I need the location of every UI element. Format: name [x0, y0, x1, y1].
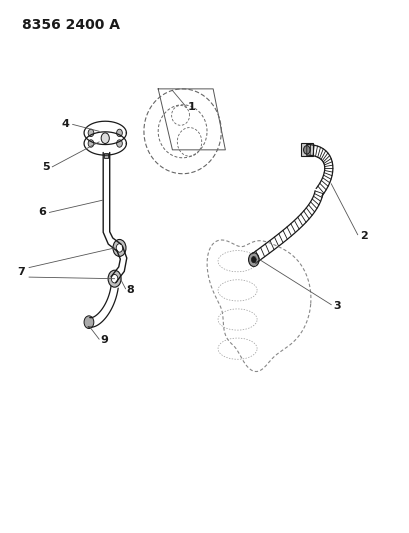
Circle shape [84, 316, 94, 328]
Text: 2: 2 [359, 231, 366, 241]
Text: 7: 7 [17, 267, 25, 277]
Circle shape [113, 239, 126, 256]
Text: 3: 3 [333, 301, 340, 311]
Circle shape [108, 270, 121, 287]
Circle shape [248, 253, 258, 266]
Text: 8: 8 [126, 285, 134, 295]
Circle shape [111, 274, 117, 283]
Bar [300, 143, 312, 156]
Circle shape [116, 244, 122, 252]
Text: 5: 5 [42, 162, 49, 172]
Circle shape [251, 256, 256, 263]
Bar [104, 152, 108, 158]
Text: 9: 9 [100, 335, 108, 345]
Text: 4: 4 [62, 119, 70, 130]
Text: 1: 1 [187, 102, 195, 112]
Circle shape [88, 129, 94, 136]
Circle shape [101, 133, 109, 143]
Circle shape [303, 146, 309, 154]
Circle shape [116, 129, 122, 136]
Text: 8356 2400 A: 8356 2400 A [22, 18, 119, 33]
Text: 6: 6 [38, 207, 47, 217]
Circle shape [116, 140, 122, 147]
Circle shape [88, 140, 94, 147]
